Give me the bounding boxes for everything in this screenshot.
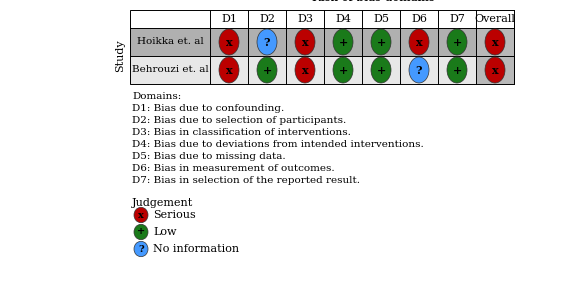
Text: D1: Bias due to confounding.: D1: Bias due to confounding. <box>132 104 284 113</box>
Text: Risk of bias domains: Risk of bias domains <box>312 0 435 4</box>
Text: D4: D4 <box>335 14 351 24</box>
Text: D3: Bias in classification of interventions.: D3: Bias in classification of interventi… <box>132 128 351 137</box>
Text: ?: ? <box>416 64 422 76</box>
Text: Behrouzi et. al: Behrouzi et. al <box>132 66 208 74</box>
Bar <box>130 10 514 84</box>
Text: D2: Bias due to selection of participants.: D2: Bias due to selection of participant… <box>132 116 346 125</box>
Text: Study: Study <box>115 40 125 72</box>
Text: x: x <box>416 36 422 48</box>
Text: Hoikka et. al: Hoikka et. al <box>137 38 204 46</box>
Bar <box>130 56 514 84</box>
Text: +: + <box>137 227 145 237</box>
Text: +: + <box>453 36 462 48</box>
Ellipse shape <box>295 57 315 83</box>
Text: +: + <box>377 64 386 76</box>
Text: x: x <box>302 36 308 48</box>
Text: Domains:: Domains: <box>132 92 181 101</box>
Text: +: + <box>338 64 348 76</box>
Text: No information: No information <box>153 244 239 254</box>
Ellipse shape <box>409 29 429 55</box>
Ellipse shape <box>371 57 391 83</box>
Text: Serious: Serious <box>153 210 196 220</box>
Ellipse shape <box>447 29 467 55</box>
Text: +: + <box>453 64 462 76</box>
Text: D6: Bias in measurement of outcomes.: D6: Bias in measurement of outcomes. <box>132 164 335 173</box>
Text: D2: D2 <box>259 14 275 24</box>
Bar <box>130 28 210 56</box>
Text: +: + <box>338 36 348 48</box>
Ellipse shape <box>134 241 148 257</box>
Text: D3: D3 <box>297 14 313 24</box>
Bar <box>130 28 514 56</box>
Ellipse shape <box>257 57 277 83</box>
Text: x: x <box>225 36 232 48</box>
Bar <box>476 56 514 84</box>
Ellipse shape <box>371 29 391 55</box>
Ellipse shape <box>333 57 353 83</box>
Ellipse shape <box>485 57 505 83</box>
Ellipse shape <box>134 207 148 223</box>
Text: Low: Low <box>153 227 177 237</box>
Ellipse shape <box>257 29 277 55</box>
Text: Overall: Overall <box>474 14 515 24</box>
Text: D4: Bias due to deviations from intended interventions.: D4: Bias due to deviations from intended… <box>132 140 424 149</box>
Text: x: x <box>225 64 232 76</box>
Text: Judgement: Judgement <box>132 198 193 208</box>
Text: D1: D1 <box>221 14 237 24</box>
Bar <box>476 28 514 56</box>
Ellipse shape <box>219 57 239 83</box>
Text: x: x <box>492 36 499 48</box>
Text: ?: ? <box>138 245 144 253</box>
Bar <box>130 56 210 84</box>
Text: D6: D6 <box>411 14 427 24</box>
Ellipse shape <box>219 29 239 55</box>
Ellipse shape <box>333 29 353 55</box>
Text: x: x <box>492 64 499 76</box>
Text: x: x <box>138 211 144 219</box>
Text: D7: D7 <box>449 14 465 24</box>
Ellipse shape <box>447 57 467 83</box>
Text: x: x <box>302 64 308 76</box>
Text: +: + <box>377 36 386 48</box>
Ellipse shape <box>295 29 315 55</box>
Text: D7: Bias in selection of the reported result.: D7: Bias in selection of the reported re… <box>132 176 360 185</box>
Ellipse shape <box>409 57 429 83</box>
Bar <box>130 10 514 28</box>
Text: ?: ? <box>264 36 270 48</box>
Ellipse shape <box>485 29 505 55</box>
Ellipse shape <box>134 224 148 240</box>
Text: D5: D5 <box>373 14 389 24</box>
Text: +: + <box>262 64 271 76</box>
Text: D5: Bias due to missing data.: D5: Bias due to missing data. <box>132 152 286 161</box>
